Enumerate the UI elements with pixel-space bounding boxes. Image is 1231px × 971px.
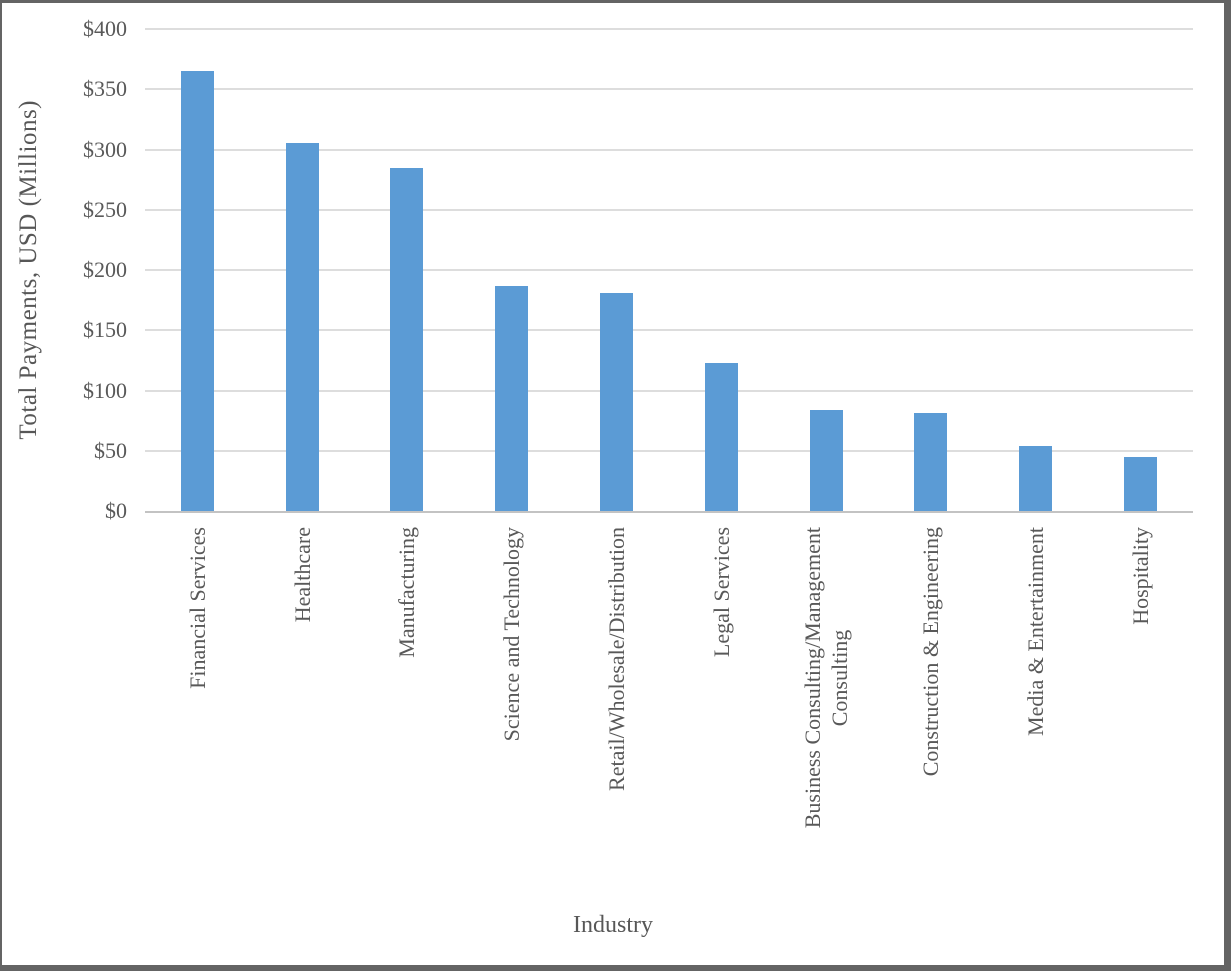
x-category-label: Hospitality <box>1128 527 1154 625</box>
y-axis-tick-labels: $400 $350 $300 $250 $200 $150 $100 $50 $0 <box>2 17 127 523</box>
bar <box>600 292 634 511</box>
x-category-label: Business Consulting/Management Consultin… <box>800 527 853 829</box>
x-axis-title: Industry <box>573 912 653 938</box>
bar <box>914 413 948 511</box>
bar <box>1124 456 1158 511</box>
bar-series <box>145 29 1193 511</box>
bar-slot <box>145 29 250 511</box>
gridline <box>145 208 1193 211</box>
x-label-slot: Construction & Engineering <box>879 527 984 905</box>
y-tick-label: $50 <box>94 437 127 463</box>
bar-slot <box>983 29 1088 511</box>
bar <box>704 362 738 511</box>
y-tick-label: $350 <box>83 76 127 102</box>
y-tick-label: $0 <box>105 498 127 523</box>
gridline <box>145 269 1193 271</box>
x-label-slot: Science and Technology <box>459 527 564 905</box>
bar-slot <box>879 29 984 511</box>
gridline <box>145 389 1193 392</box>
bar-slot <box>1088 29 1193 511</box>
bar <box>495 285 529 511</box>
bar <box>180 71 214 511</box>
x-category-label: Retail/Wholesale/Distribution <box>604 527 630 791</box>
bar <box>1019 445 1053 511</box>
bar-slot <box>669 29 774 511</box>
y-tick-label: $100 <box>83 377 127 403</box>
bar-slot <box>564 29 669 511</box>
gridline <box>145 329 1193 332</box>
plot-area <box>145 28 1193 513</box>
y-tick-label: $250 <box>83 196 127 222</box>
gridline <box>145 28 1193 30</box>
x-label-slot: Business Consulting/Management Consultin… <box>774 527 879 905</box>
gridline <box>145 449 1193 452</box>
bar <box>809 409 843 511</box>
x-label-slot: Financial Services <box>145 527 250 905</box>
gridline <box>145 88 1193 91</box>
y-tick-label: $150 <box>83 317 127 343</box>
bar-slot <box>774 29 879 511</box>
x-label-slot: Hospitality <box>1088 527 1193 905</box>
y-tick-label: $300 <box>83 136 127 162</box>
x-label-slot: Healthcare <box>250 527 355 905</box>
x-label-slot: Media & Entertainment <box>983 527 1088 905</box>
y-tick-label: $400 <box>83 16 127 41</box>
x-category-label: Media & Entertainment <box>1023 527 1049 736</box>
y-tick-label: $200 <box>83 257 127 282</box>
x-label-slot: Retail/Wholesale/Distribution <box>564 527 669 905</box>
gridline <box>145 148 1193 151</box>
x-category-label: Science and Technology <box>499 527 525 742</box>
x-label-slot: Manufacturing <box>355 527 460 905</box>
x-category-label: Healthcare <box>289 527 315 623</box>
x-category-label: Manufacturing <box>394 527 420 658</box>
bar <box>285 143 319 511</box>
bar <box>390 167 424 511</box>
bar-slot <box>250 29 355 511</box>
x-category-label: Financial Services <box>184 527 210 689</box>
x-label-slot: Legal Services <box>669 527 774 905</box>
x-category-label: Construction & Engineering <box>918 527 944 777</box>
bar-slot <box>459 29 564 511</box>
x-category-label: Legal Services <box>708 527 734 658</box>
x-axis-category-labels: Financial Services Healthcare Manufacturin… <box>145 527 1193 905</box>
bar-slot <box>355 29 460 511</box>
